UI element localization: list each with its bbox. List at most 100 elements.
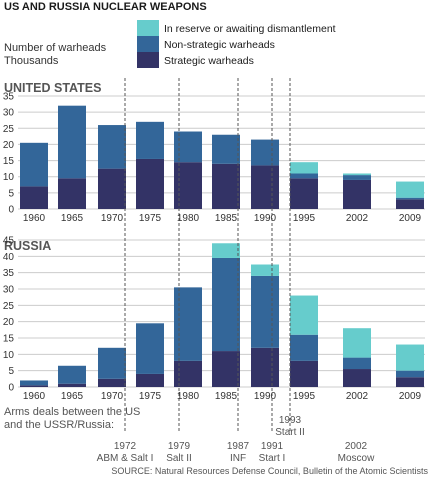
us-bar-1995-reserve (290, 162, 318, 174)
legend-swatch-nonstrategic (137, 36, 159, 52)
deal-name-2002: Moscow (338, 453, 375, 464)
russia-bar-panel: 0 5 10 15 20 25 30 35 40 45 1960 1965 1970 1975 1980 19… (3, 236, 425, 402)
deal-name-1972: ABM & Salt I (97, 453, 154, 464)
russia-y-tick-label: 15 (3, 334, 15, 345)
us-x-tick-label: 1970 (101, 213, 124, 224)
deal-year-1972: 1972 (114, 441, 137, 452)
russia-y-tick-label: 45 (3, 236, 15, 247)
legend: In reserve or awaiting dismantlement Non… (137, 20, 336, 68)
russia-bar-1965-strategic (58, 383, 86, 387)
us-bar-1970-nonstrategic (98, 125, 126, 169)
russia-bar-1985-strategic (212, 351, 240, 387)
us-x-tick-label: 2002 (346, 213, 369, 224)
russia-bar-2002-reserve (343, 328, 371, 358)
us-x-tick-label: 1995 (293, 213, 316, 224)
us-x-tick-label: 1975 (139, 213, 162, 224)
us-bar-1975-strategic (136, 158, 164, 209)
us-y-tick-label: 5 (8, 188, 14, 199)
legend-swatch-strategic (137, 52, 159, 68)
us-y-tick-label: 25 (3, 124, 15, 135)
russia-bar-2009-reserve (396, 344, 424, 371)
us-bar-2002-reserve (343, 173, 371, 176)
source-note: SOURCE: Natural Resources Defense Counci… (111, 466, 428, 476)
us-y-tick-label: 35 (3, 92, 15, 103)
russia-x-tick-label: 1960 (23, 391, 46, 402)
us-y-tick-label: 10 (3, 172, 15, 183)
legend-label-nonstrategic: Non-strategic warheads (164, 39, 275, 51)
russia-bar-1990-strategic (251, 347, 279, 387)
us-bar-1960-nonstrategic (20, 142, 48, 187)
russia-bar-1985-reserve (212, 243, 240, 258)
russia-y-tick-label: 10 (3, 350, 15, 361)
russia-bar-2002-strategic (343, 369, 371, 387)
russia-x-tick-label: 1980 (177, 391, 200, 402)
us-y-tick-label: 0 (8, 205, 14, 216)
russia-y-tick-label: 35 (3, 268, 15, 279)
deal-year-1979: 1979 (168, 441, 191, 452)
russia-y-tick-label: 40 (3, 252, 15, 263)
russia-bar-1990-nonstrategic (251, 275, 279, 348)
deal-name-1991: Start I (259, 453, 286, 464)
russia-bar-1970-nonstrategic (98, 347, 126, 379)
us-bar-2009-strategic (396, 199, 424, 209)
legend-label-strategic: Strategic warheads (164, 55, 254, 67)
deal-year-1991: 1991 (261, 441, 284, 452)
russia-bar-2009-strategic (396, 377, 424, 387)
russia-bar-1965-nonstrategic (58, 365, 86, 384)
russia-bar-1985-nonstrategic (212, 257, 240, 352)
russia-bar-1990-reserve (251, 264, 279, 276)
us-bar-1975-nonstrategic (136, 121, 164, 159)
us-bar-1970-strategic (98, 168, 126, 209)
chart-title: US AND RUSSIA NUCLEAR WEAPONS (4, 1, 207, 13)
us-bar-1980-nonstrategic (174, 131, 202, 163)
russia-y-tick-label: 0 (8, 383, 14, 394)
y-axis-label-line1: Number of warheads (4, 42, 107, 54)
panel-title-us: UNITED STATES (4, 81, 101, 95)
us-x-tick-label: 1965 (61, 213, 84, 224)
us-bar-1980-strategic (174, 162, 202, 209)
russia-bar-1995-strategic (290, 360, 318, 387)
arms-deals-heading-line2: and the USSR/Russia: (4, 419, 114, 431)
deal-name-1987: INF (230, 453, 246, 464)
us-y-tick-label: 20 (3, 140, 15, 151)
russia-x-tick-label: 1995 (293, 391, 316, 402)
deal-name-1993: Start II (275, 427, 304, 438)
russia-bar-1960-strategic (20, 385, 48, 387)
russia-y-tick-label: 30 (3, 285, 15, 296)
russia-bar-2002-nonstrategic (343, 357, 371, 370)
us-x-tick-label: 1960 (23, 213, 46, 224)
russia-x-tick-label: 1975 (139, 391, 162, 402)
us-bar-1990-strategic (251, 165, 279, 209)
russia-x-tick-label: 1970 (101, 391, 124, 402)
arms-deal-lines (124, 78, 291, 432)
us-x-tick-label: 1990 (254, 213, 277, 224)
legend-swatch-reserve (137, 20, 159, 36)
russia-bar-1975-nonstrategic (136, 323, 164, 374)
us-bar-2002-strategic (343, 179, 371, 209)
russia-bar-2009-nonstrategic (396, 370, 424, 378)
us-bar-panel: 0 5 10 15 20 25 30 35 1960 1965 1970 1975 1980 1985 19… (3, 92, 425, 224)
russia-bar-1995-reserve (290, 295, 318, 335)
us-x-tick-label: 2009 (399, 213, 422, 224)
us-bar-1985-nonstrategic (212, 134, 240, 164)
us-y-tick-label: 30 (3, 108, 15, 119)
arms-deals-heading-line1: Arms deals between the US (4, 406, 140, 418)
russia-bar-1970-strategic (98, 378, 126, 387)
us-bar-2002-nonstrategic (343, 175, 371, 180)
deal-name-1979: Salt II (166, 453, 192, 464)
us-bar-1990-nonstrategic (251, 139, 279, 166)
us-bar-1960-strategic (20, 186, 48, 209)
us-bar-1985-strategic (212, 163, 240, 209)
us-bar-1995-strategic (290, 178, 318, 209)
legend-label-reserve: In reserve or awaiting dismantlement (164, 23, 336, 35)
russia-x-tick-label: 2009 (399, 391, 422, 402)
us-y-tick-label: 15 (3, 156, 15, 167)
deal-year-1993: 1993 (279, 415, 302, 426)
russia-bar-1975-strategic (136, 373, 164, 387)
russia-y-tick-label: 20 (3, 317, 15, 328)
us-bar-2009-reserve (396, 181, 424, 198)
deal-year-2002: 2002 (345, 441, 368, 452)
russia-x-tick-label: 1985 (215, 391, 238, 402)
